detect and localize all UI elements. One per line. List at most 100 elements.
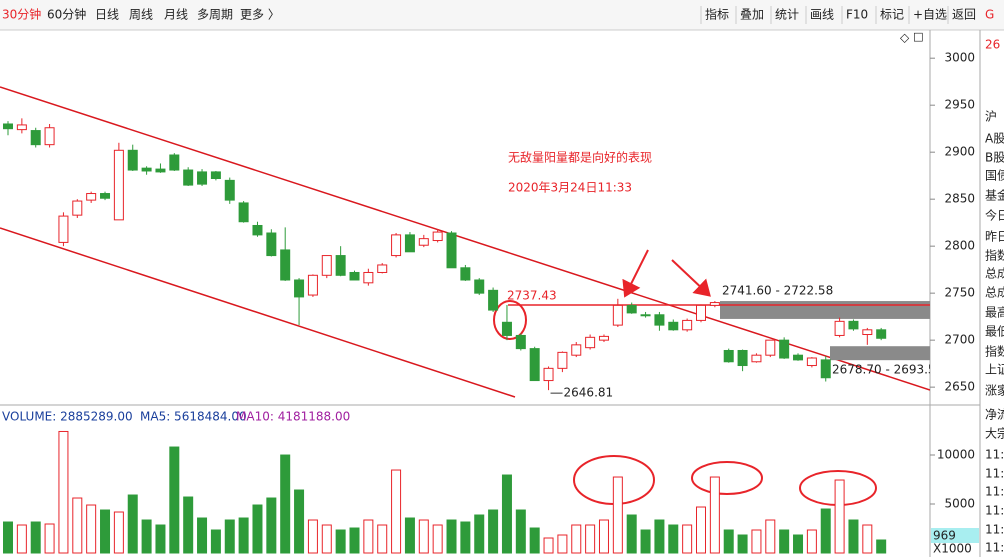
sidebar-row: 沪 [985,110,997,124]
candle-body [100,193,111,199]
current-box [931,528,979,543]
volume-bar [876,539,887,554]
circle [691,461,763,495]
candle-body [612,304,623,326]
icon[interactable]: ◇ ☐ [900,31,924,45]
sidebar-row: 国债 [985,169,1004,183]
candle-body [30,130,41,146]
candle-body [557,351,568,369]
tab[interactable]: 更多 〉 [240,8,280,22]
candle-body [682,319,693,331]
volume-bar [668,524,679,554]
candle-body [127,149,138,171]
candle-body [474,279,485,294]
tab[interactable]: 周线 [129,8,153,22]
candle-body [335,255,346,276]
candle-body [266,232,277,257]
volume-bar [529,527,540,554]
sidebar-row: 总成 [985,267,1004,281]
candle-body [72,200,83,216]
candle-body [363,271,374,284]
candle-body [668,321,679,331]
tab[interactable]: 60分钟 [47,7,86,22]
y-tick-label: 2900 [944,145,975,159]
volume-bar [100,509,111,554]
toolbar-button[interactable]: 指标 [705,7,729,22]
y-tick-label: 2700 [944,333,975,347]
volume-bar [58,430,69,554]
volume-bar [806,529,817,554]
volume-bar [640,529,651,554]
volume-bar [820,508,831,554]
price-zone [830,346,930,361]
volume-bar [30,521,41,554]
toolbar-button[interactable]: 叠加 [740,8,764,22]
candle-body [488,289,499,311]
candle-body [377,264,388,273]
volume-bar [765,519,776,554]
volume-bar [44,523,55,554]
candle-body [820,359,831,379]
candle-body [834,320,845,336]
trend-line [0,86,930,391]
volume-bar [474,514,485,554]
volume-bar [682,524,693,554]
toolbar-button[interactable]: F10 [846,8,868,22]
candle-body [280,249,291,281]
arrow [622,249,649,298]
level-label: 2737.43 [507,288,557,302]
volume-unit: X1000 [933,542,972,556]
volume-bar [307,519,318,554]
sidebar-row: A股 [985,132,1004,146]
volume-bar [183,496,194,554]
volume-bar [793,534,804,554]
candle-body [585,336,596,349]
sidebar-row: 最低 [985,325,1004,339]
trend-lines [0,86,930,398]
candle-body [626,304,637,314]
annotation: 2020年3月24日11:33 [508,181,632,195]
toolbar-button[interactable]: 标记 [880,8,904,22]
sidebar-row: 昨日 [985,230,1004,244]
tab[interactable]: 多周期 [197,8,233,22]
candle-body [349,271,360,281]
tab[interactable]: 30分钟 [2,7,41,22]
volume-bar [598,519,609,554]
y-tick-label: 2950 [944,98,975,112]
candle-body [307,274,318,296]
candle-body [598,335,609,341]
candle-body [709,302,720,306]
candle-body [58,215,69,243]
toolbar [0,0,1004,30]
volume-bar [751,529,762,554]
volume-bar [72,497,83,554]
candle-body [169,154,180,171]
candle-body [418,238,429,246]
volume-bar [335,529,346,554]
tab[interactable]: 月线 [164,8,188,22]
highlights [493,249,877,506]
candle-body [404,234,415,253]
toolbar-button[interactable]: 返回 [952,8,976,22]
volume-bar [488,509,499,554]
toolbar-button[interactable]: +自选 [913,8,947,22]
candle-body [806,357,817,367]
sidebar-top: G [985,8,994,22]
candle-body [793,354,804,361]
volume-bar [391,469,402,554]
sidebar-row: 11: [985,467,1004,481]
circle [493,300,527,340]
tab[interactable]: 日线 [95,8,119,22]
toolbar-button[interactable]: 画线 [810,8,834,22]
volume-bar [585,524,596,554]
candle-body [765,339,776,356]
sidebar-row: 总成 [985,286,1004,300]
sidebar-row: 今日 [985,208,1004,223]
zone-label: 2741.60 - 2722.58 [722,284,833,298]
toolbar-button[interactable]: 统计 [775,8,799,22]
volume-bar [557,534,568,554]
y-tick-label: 10000 [937,447,975,461]
volume-bar [654,519,665,554]
candle-body [238,202,249,223]
candle-body [141,167,152,172]
